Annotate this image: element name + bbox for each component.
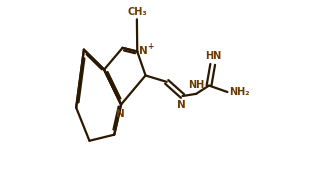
Text: NH₂: NH₂ <box>229 87 249 97</box>
Text: HN: HN <box>205 51 221 61</box>
Text: CH₃: CH₃ <box>127 8 147 17</box>
Text: N: N <box>140 46 148 56</box>
Text: NH: NH <box>188 80 205 90</box>
Text: +: + <box>147 42 153 51</box>
Text: N: N <box>116 109 124 118</box>
Text: N: N <box>177 100 186 110</box>
